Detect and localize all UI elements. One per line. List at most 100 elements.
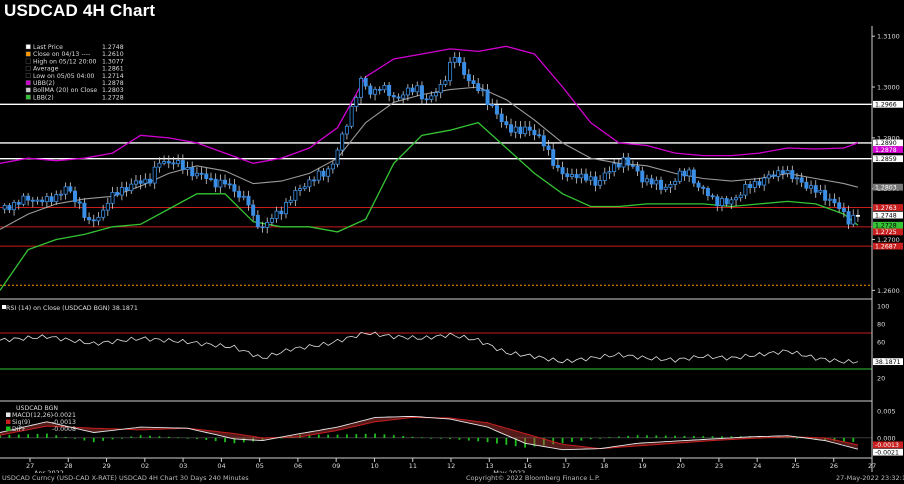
macd-histogram-bar [758, 436, 761, 438]
x-tick-label: 04 [217, 462, 225, 470]
macd-histogram-bar [233, 437, 236, 444]
candle-body [846, 211, 851, 225]
legend-value: 1.3077 [102, 58, 124, 65]
candle-body [176, 160, 181, 165]
x-tick-label: 17 [562, 462, 570, 470]
legend-value: 1.2728 [102, 94, 124, 101]
candle-body [2, 205, 7, 210]
candle-body [476, 83, 481, 91]
candle-body [518, 126, 523, 135]
candle-body [555, 165, 560, 168]
candle-body [682, 170, 687, 177]
candle-body [143, 178, 148, 184]
macd-histogram-bar [580, 437, 583, 441]
price-tag-box [873, 204, 903, 211]
x-tick-label: 06 [294, 462, 302, 470]
macd-histogram-bar [411, 436, 414, 438]
candle-body [462, 62, 467, 75]
rsi-last-label: 38.1871 [875, 359, 901, 366]
macd-histogram-bar [514, 437, 517, 447]
candle-body [598, 180, 603, 186]
macd-histogram-bar [636, 435, 639, 438]
candle-body [799, 177, 804, 183]
candle-body [208, 178, 213, 180]
candle-body [616, 163, 621, 168]
x-tick-label: 02 [141, 462, 149, 470]
price-tag-box [873, 183, 903, 191]
macd-fill [0, 416, 858, 450]
macd-histogram-bar [111, 437, 114, 440]
candle-body [673, 180, 678, 185]
footer-timestamp: 27-May-2022 23:32:15 [836, 474, 904, 482]
price-tag-box [873, 221, 903, 229]
macd-histogram-bar [814, 437, 817, 440]
macd-histogram-bar [796, 437, 798, 439]
candle-body [298, 188, 303, 191]
candle-body [560, 167, 565, 175]
candle-body [326, 168, 331, 177]
macd-legend-label: DIFF [12, 426, 26, 433]
candle-body [265, 221, 270, 228]
price-tag: 1.2859 [873, 155, 903, 163]
candle-body [490, 104, 495, 106]
candle-body [349, 105, 354, 127]
macd-legend-value: -0.0008 [52, 426, 76, 433]
macd-histogram-bar [196, 437, 198, 439]
macd-histogram-bar [120, 437, 123, 439]
rsi-tick-label: 80 [877, 321, 885, 329]
candle-body [77, 201, 82, 204]
macd-legend-swatch [6, 412, 11, 417]
x-tick-label: 23 [715, 462, 723, 470]
macd-histogram-bar [392, 435, 395, 438]
x-tick-label: 09 [332, 462, 340, 470]
macd-histogram-bar [177, 437, 180, 439]
candle-body [96, 216, 101, 222]
price-tag-label: 1.2859 [875, 156, 897, 163]
candle-body [363, 78, 368, 87]
rsi-tick-label: 100 [877, 303, 889, 311]
macd-legend-value: -0.0013 [52, 419, 76, 426]
macd-histogram-bar [730, 436, 733, 438]
candle-body [218, 179, 223, 188]
price-tag: 1.2728 [873, 221, 903, 230]
candle-body [813, 185, 818, 193]
candle-body [809, 185, 814, 189]
candle-body [452, 57, 457, 63]
candle-body [115, 191, 120, 196]
macd-tag-label: -0.0013 [875, 442, 899, 449]
macd-line [0, 415, 859, 451]
price-tag-box [873, 146, 903, 153]
candle-body [635, 165, 640, 172]
candle-body [138, 180, 143, 184]
candle-body [687, 169, 692, 177]
candle-body [841, 208, 846, 212]
x-tick-label: 29 [103, 462, 111, 470]
macd-histogram-bar [664, 435, 667, 438]
macd-histogram-bar [83, 437, 86, 441]
candle-body [719, 198, 724, 206]
candle-body [602, 172, 607, 181]
candle-body [21, 195, 26, 205]
price-tag-label: 1.2687 [875, 243, 897, 250]
candle-body [546, 145, 551, 150]
price-tag-label: 1.2878 [875, 147, 897, 154]
lower-bollinger-band [0, 121, 859, 291]
macd-histogram-bar [571, 437, 573, 442]
candle-body [499, 113, 504, 123]
legend-label: Average [33, 66, 59, 73]
candle-body [593, 176, 598, 186]
candle-body [124, 187, 129, 191]
x-tick-label: 27 [868, 462, 876, 470]
macd-histogram-bar [336, 434, 339, 438]
candle-body [87, 217, 92, 221]
candle-body [377, 88, 382, 91]
rsi-line [0, 331, 859, 364]
candle-body [443, 80, 448, 85]
legend-label: Last Price [33, 44, 63, 51]
macd-histogram-bar [842, 437, 845, 442]
macd-histogram-bar [702, 436, 705, 438]
candle-body [743, 183, 748, 196]
candle-body [58, 193, 63, 196]
candle-body [199, 172, 204, 175]
candle-body [710, 195, 715, 198]
